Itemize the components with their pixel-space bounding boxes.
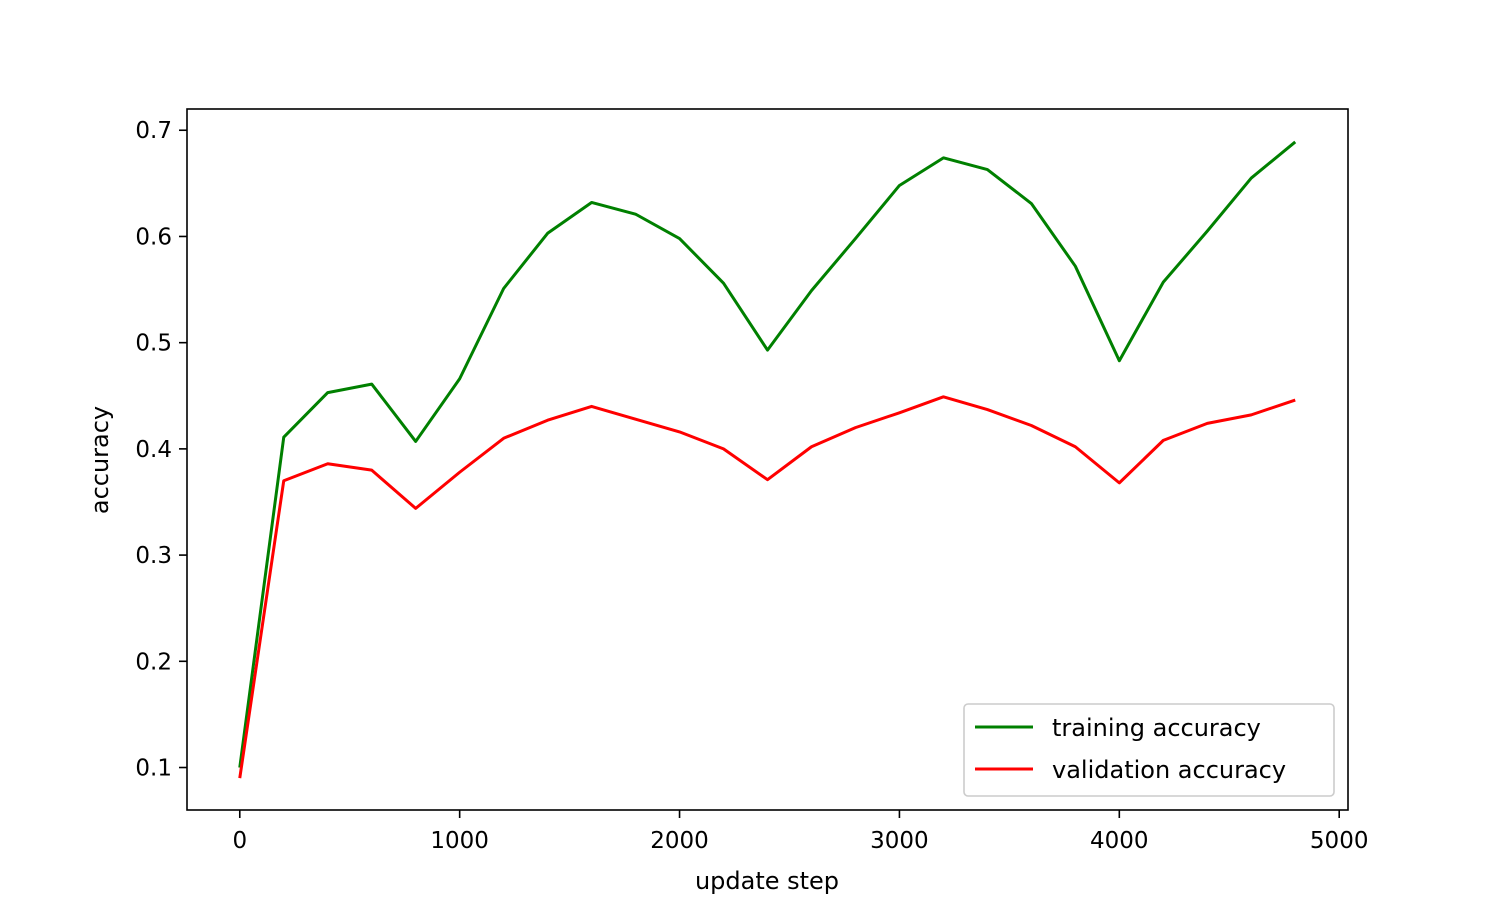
y-tick-label: 0.4 — [135, 437, 172, 463]
x-tick-label: 3000 — [870, 828, 929, 854]
y-tick-label: 0.3 — [135, 543, 172, 569]
series-line-training — [238, 140, 1297, 768]
series-line-validation — [238, 395, 1296, 779]
y-tick-label: 0.2 — [135, 649, 172, 675]
x-tick-label: 4000 — [1090, 828, 1149, 854]
legend-label-validation: validation accuracy — [1052, 756, 1286, 784]
series-layer — [238, 140, 1297, 779]
legend: training accuracy validation accuracy — [963, 703, 1335, 797]
x-axis-ticks: 0 1000 2000 3000 4000 5000 — [232, 810, 1368, 854]
plot-frame — [186, 108, 1349, 811]
y-axis-title: accuracy — [86, 406, 114, 514]
x-tick-label: 5000 — [1310, 828, 1369, 854]
x-tick-label: 1000 — [430, 828, 489, 854]
y-tick-label: 0.6 — [135, 224, 172, 250]
y-tick-label: 0.1 — [135, 756, 172, 782]
legend-frame — [963, 703, 1335, 797]
x-tick-label: 2000 — [650, 828, 709, 854]
y-tick-label: 0.7 — [135, 118, 172, 144]
x-tick-label: 0 — [232, 828, 247, 854]
y-tick-label: 0.5 — [135, 331, 172, 357]
y-axis-ticks: 0.1 0.2 0.3 0.4 0.5 0.6 0.7 — [135, 118, 187, 782]
x-axis-title: update step — [695, 867, 839, 895]
legend-label-training: training accuracy — [1052, 714, 1261, 742]
